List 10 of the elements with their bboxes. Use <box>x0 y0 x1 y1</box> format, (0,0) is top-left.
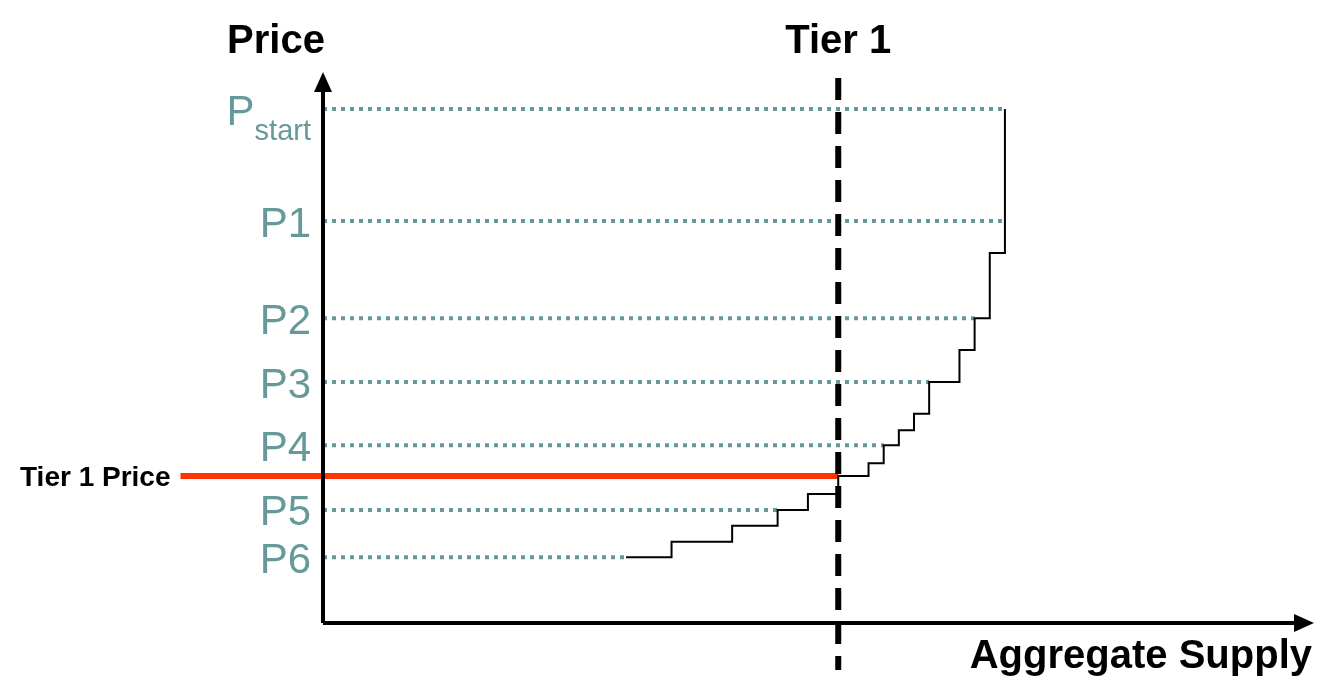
ref-line-label: P1 <box>259 198 311 246</box>
ref-line-label: P6 <box>259 534 311 582</box>
ref-line-label: P5 <box>259 487 311 535</box>
ref-line-label: P3 <box>259 359 311 407</box>
ref-line-label: P4 <box>259 422 311 470</box>
x-axis-title: Aggregate Supply <box>969 632 1313 676</box>
ref-line-label: Tier 1 Price <box>20 460 171 492</box>
ref-line-label: P2 <box>259 295 311 343</box>
text: Tier 1 <box>785 17 892 61</box>
y-axis-title: Price <box>227 17 325 61</box>
